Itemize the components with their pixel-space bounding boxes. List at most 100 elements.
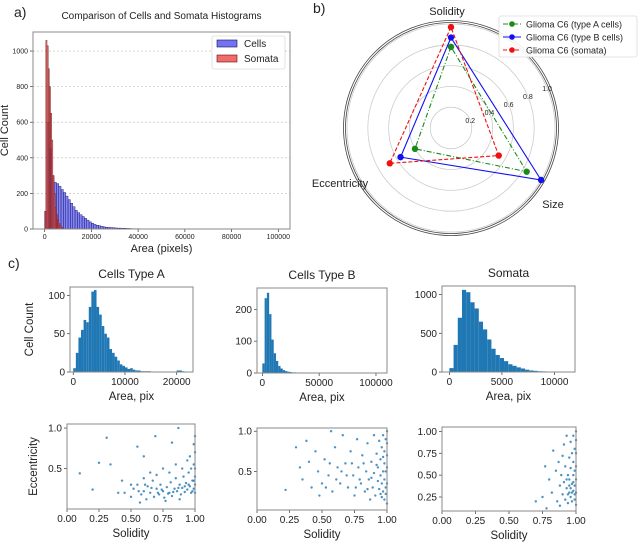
y-tick-label: 200 [235, 305, 252, 316]
scatter-point [323, 458, 326, 461]
plot-frame [441, 426, 577, 512]
x-tick-label: 1.00 [566, 516, 586, 527]
histogram-bar [93, 290, 97, 372]
scatter-point [352, 474, 355, 477]
scatter-point [561, 454, 564, 458]
x-tick-label: 100000 [359, 378, 393, 389]
histogram-bar [457, 317, 462, 372]
scatter-point [129, 483, 133, 486]
radar-point [537, 176, 545, 184]
scatter-point [569, 440, 572, 444]
scatter-point [174, 477, 177, 480]
scatter-point [186, 488, 189, 491]
scatter-point [350, 462, 354, 465]
scatter-point [154, 434, 157, 438]
bar-cells [74, 210, 78, 230]
bar-cells [65, 195, 69, 230]
scatter-point [378, 487, 381, 491]
scatter-c-scatter-b: 0.5 1.0 0.00 0.25 0.50 0.75 1.00 Solidity [238, 427, 397, 541]
histogram-bar [466, 292, 471, 372]
histogram-bar [470, 302, 475, 372]
scatter-point [78, 472, 82, 475]
scatter-point [372, 471, 376, 475]
scatter-point [384, 492, 387, 496]
radial-tick-label: 0.6 [504, 102, 514, 109]
scatter-point [138, 501, 142, 504]
scatter-point [335, 478, 338, 481]
plot-frame [256, 287, 388, 374]
scatter-point [339, 482, 342, 485]
scatter-point [161, 467, 165, 470]
scatter-point [556, 500, 559, 503]
bar-cells [91, 223, 94, 230]
x-tick-label: 0.75 [153, 514, 173, 525]
scatter-point [366, 442, 369, 445]
bar-cells [88, 221, 92, 230]
y-tick-label: 0.25 [418, 493, 438, 504]
scatter-point [573, 498, 576, 501]
histogram-bar [101, 326, 105, 372]
x-tick-label: 0.50 [121, 514, 141, 525]
scatter-point [349, 450, 352, 453]
radial-gridline [408, 86, 493, 170]
scatter-point [375, 463, 378, 467]
scatter-point [175, 489, 179, 493]
legend-marker [509, 34, 515, 40]
x-tick-label: 0.00 [57, 514, 77, 525]
scatter-point [560, 473, 563, 477]
histogram-bar [83, 319, 87, 372]
scatter-point [327, 474, 330, 477]
histogram-bar [483, 329, 488, 372]
histogram-bar [119, 364, 123, 372]
histogram-bar [91, 291, 94, 372]
panel-label-c: c) [8, 255, 20, 271]
scatter-point [160, 488, 163, 491]
legend-label: Glioma C6 (type B cells) [526, 33, 623, 43]
chart-title: Cells Type B [288, 268, 355, 282]
y-tick-label: 1000 [415, 290, 438, 301]
radar-series-line [414, 45, 528, 173]
scatter-point [572, 460, 575, 464]
y-tick-label: 200 [16, 191, 28, 198]
histogram-bar [508, 364, 513, 372]
histogram-bar [269, 314, 272, 373]
x-tick-label: 0.00 [432, 516, 452, 527]
histogram-bar [78, 337, 82, 372]
x-axis-label: Solidity [303, 529, 340, 541]
scatter-point [572, 473, 575, 477]
x-tick-label: 40000 [128, 234, 148, 241]
x-axis-label: Solidity [112, 528, 149, 540]
scatter-point [294, 446, 298, 449]
histogram-bar [106, 337, 110, 372]
y-tick-label: 1.00 [418, 427, 438, 438]
histogram-bar [122, 365, 125, 372]
x-tick-label: 1.00 [185, 514, 205, 525]
scatter-point [161, 489, 165, 493]
scatter-point [545, 507, 548, 510]
histogram-c-hist-b: 0 100 200 0 50000 100000 Cells Type B Area, pix [235, 268, 393, 404]
scatter-point [137, 489, 140, 493]
scatter-point [173, 487, 176, 490]
scatter-point [91, 488, 94, 491]
plot-frame [441, 285, 576, 373]
outer-frame [345, 22, 557, 234]
histogram-bar [73, 368, 76, 372]
x-axis-label: Area, pix [486, 391, 532, 403]
scatter-point [105, 436, 108, 439]
scatter-point [570, 452, 574, 455]
legend-marker [509, 47, 515, 53]
histogram-bar [275, 360, 279, 373]
scatter-point [566, 473, 570, 477]
scatter-point [328, 462, 331, 465]
histogram-bar [88, 306, 92, 372]
scatter-point [191, 489, 194, 493]
histogram-bar [461, 289, 467, 372]
histogram-bar [262, 363, 265, 373]
scatter-point [341, 434, 344, 437]
scatter-point [298, 466, 302, 469]
x-tick-label: 0.75 [345, 515, 365, 526]
chart-title: Comparison of Cells and Somata Histogram… [61, 11, 261, 22]
x-tick-label: 80000 [222, 234, 242, 241]
bar-cells [67, 199, 71, 230]
